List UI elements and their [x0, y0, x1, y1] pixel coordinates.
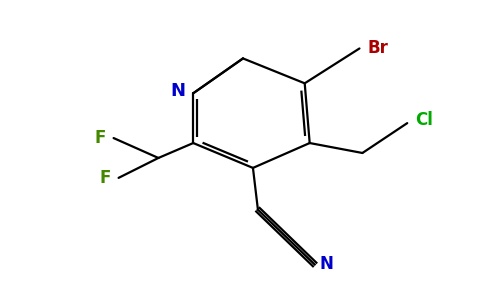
Text: Cl: Cl: [415, 111, 433, 129]
Text: F: F: [99, 169, 111, 187]
Text: F: F: [94, 129, 106, 147]
Text: N: N: [319, 256, 333, 274]
Text: N: N: [170, 82, 185, 100]
Text: Br: Br: [367, 40, 388, 58]
